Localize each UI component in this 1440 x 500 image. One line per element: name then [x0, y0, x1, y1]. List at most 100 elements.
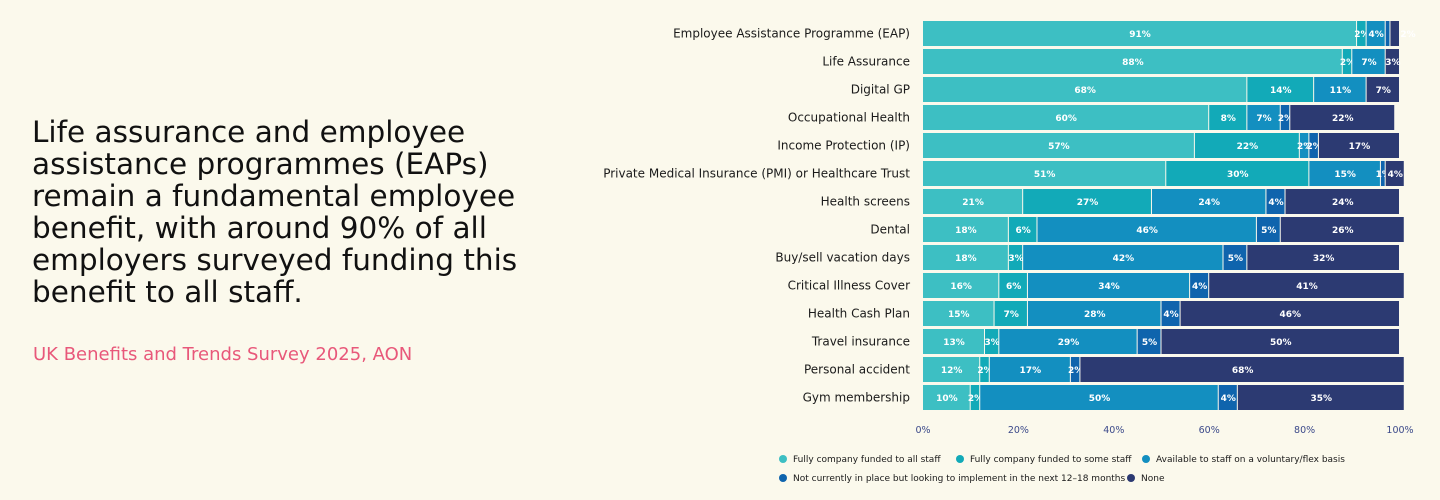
bar-segment — [1285, 189, 1399, 214]
bar-segment — [985, 329, 999, 354]
data-label: 2% — [1278, 114, 1293, 124]
bar-segment — [923, 357, 980, 382]
bar-segment — [1080, 357, 1404, 382]
bar-segment — [923, 301, 994, 326]
data-label: 24% — [1198, 198, 1220, 208]
bar-segment — [923, 105, 1209, 130]
bar-segment — [999, 273, 1027, 298]
category-label: Private Medical Insurance (PMI) or Healt… — [603, 167, 910, 181]
x-axis-ticks: 0% 20% 40% 60% 80% 100% — [915, 425, 1413, 436]
data-label: 2% — [1340, 58, 1355, 68]
category-label: Critical Illness Cover — [788, 279, 911, 293]
tick-label: 60% — [1199, 425, 1220, 436]
data-label: 18% — [955, 254, 977, 264]
data-label: 26% — [1332, 226, 1354, 236]
bar-segment — [1237, 385, 1404, 410]
category-label: Dental — [870, 223, 910, 237]
data-label: 1% — [1376, 170, 1391, 180]
category-label: Personal accident — [804, 363, 910, 377]
bar-segment — [1280, 217, 1404, 242]
data-label: 32% — [1313, 254, 1335, 264]
category-label: Health Cash Plan — [808, 307, 910, 321]
bar-segment — [1357, 21, 1366, 46]
data-label: 18% — [955, 226, 977, 236]
bar-segment — [1380, 161, 1385, 186]
bar-segment — [1218, 385, 1237, 410]
bar-segment — [1023, 245, 1223, 270]
data-label: 41% — [1296, 282, 1318, 292]
bar-segment — [1151, 189, 1266, 214]
data-label: 21% — [962, 198, 984, 208]
bar-segment — [1190, 273, 1209, 298]
category-labels: Employee Assistance Programme (EAP) Life … — [603, 27, 910, 405]
bar-segment — [923, 133, 1194, 158]
data-label: 5% — [1228, 254, 1243, 264]
bar-segment — [1027, 273, 1190, 298]
data-label: 16% — [950, 282, 972, 292]
data-label: 5% — [1261, 226, 1276, 236]
legend: Fully company funded to all staff Fully c… — [779, 455, 1345, 484]
category-label: Occupational Health — [788, 111, 910, 125]
bar-segment — [923, 77, 1247, 102]
bar-segment — [1266, 189, 1285, 214]
data-label: 50% — [1270, 338, 1292, 348]
category-label: Life Assurance — [822, 55, 910, 69]
bar-segment — [1247, 105, 1280, 130]
data-label: 22% — [1237, 142, 1259, 152]
data-label: 4% — [1192, 282, 1207, 292]
bar-segment — [1070, 357, 1080, 382]
legend-swatch — [779, 474, 787, 482]
data-label: 88% — [1122, 58, 1144, 68]
tick-label: 40% — [1103, 425, 1124, 436]
data-label: 12% — [941, 366, 963, 376]
bar-segment — [923, 329, 985, 354]
data-label: 57% — [1048, 142, 1070, 152]
category-label: Travel insurance — [811, 335, 910, 349]
bar-segment — [1366, 21, 1385, 46]
legend-swatch — [956, 455, 964, 463]
bar-segment — [1314, 77, 1366, 102]
data-label: 4% — [1268, 198, 1283, 208]
data-label: 4% — [1369, 30, 1384, 40]
data-label: 4% — [1163, 310, 1178, 320]
bar-segment — [1280, 105, 1290, 130]
data-label: 6% — [1006, 282, 1021, 292]
bar-segment — [1256, 217, 1280, 242]
data-label: 46% — [1136, 226, 1158, 236]
data-label: 3% — [1385, 58, 1400, 68]
bar-segment — [923, 273, 999, 298]
data-label: 11% — [1330, 86, 1352, 96]
bar-segment — [1137, 329, 1161, 354]
data-label: 27% — [1077, 198, 1099, 208]
data-label: 14% — [1270, 86, 1292, 96]
bar-segment — [1209, 105, 1247, 130]
tick-label: 100% — [1386, 425, 1413, 436]
category-label: Employee Assistance Programme (EAP) — [673, 27, 910, 41]
data-label: 17% — [1349, 142, 1371, 152]
data-label: 22% — [1332, 114, 1354, 124]
data-label: 4% — [1221, 394, 1236, 404]
category-label: Buy/sell vacation days — [775, 251, 910, 265]
bar-segment — [994, 301, 1027, 326]
bar-segment — [1309, 161, 1380, 186]
data-label: 7% — [1361, 58, 1376, 68]
bar-segment — [923, 161, 1166, 186]
legend-label: Fully company funded to some staff — [970, 455, 1132, 465]
data-label: 7% — [1256, 114, 1271, 124]
category-label: Gym membership — [803, 391, 910, 405]
data-label: 68% — [1074, 86, 1096, 96]
data-label: 7% — [1004, 310, 1019, 320]
bar-segment — [1027, 301, 1161, 326]
data-label: 68% — [1232, 366, 1254, 376]
data-label: 46% — [1280, 310, 1302, 320]
source-citation: UK Benefits and Trends Survey 2025, AON — [33, 344, 413, 365]
data-label: 35% — [1311, 394, 1333, 404]
bar-segment — [1385, 161, 1404, 186]
legend-swatch — [779, 455, 787, 463]
legend-label: Fully company funded to all staff — [793, 455, 941, 465]
category-label: Digital GP — [851, 83, 910, 97]
bar-segment — [1290, 105, 1395, 130]
bar-segment — [1299, 133, 1309, 158]
bar-segment — [923, 217, 1008, 242]
